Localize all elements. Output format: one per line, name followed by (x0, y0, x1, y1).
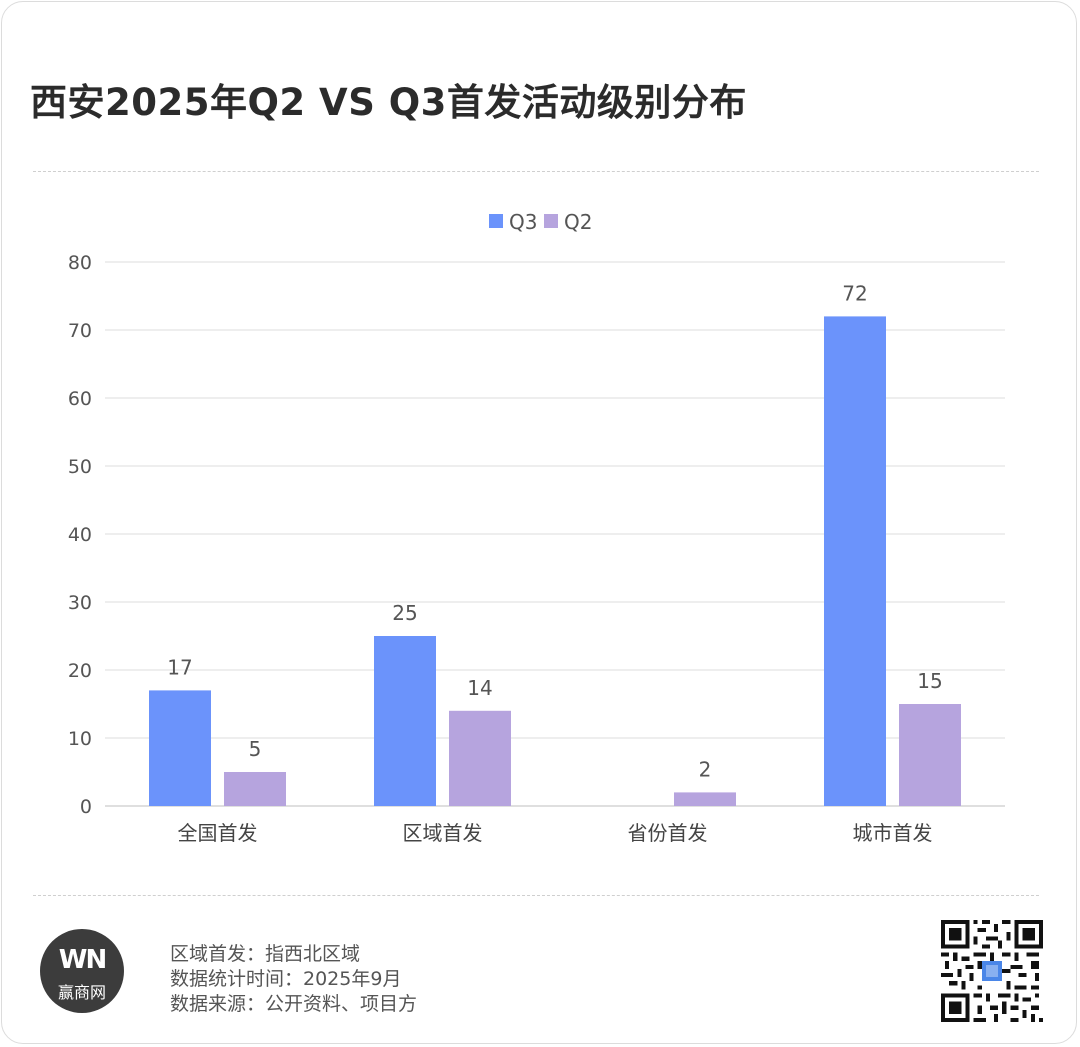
note-source: 数据来源：公开资料、项目方 (170, 993, 418, 1015)
data-label: 2 (699, 757, 712, 781)
data-label: 5 (249, 737, 262, 761)
bar (899, 704, 961, 806)
y-tick-label: 10 (68, 728, 92, 750)
top-divider (33, 171, 1039, 172)
y-tick-label: 80 (68, 252, 92, 274)
logo-mark: WN (58, 945, 107, 975)
data-label: 14 (467, 676, 492, 700)
brand-logo: WN 赢商网 (40, 929, 124, 1013)
legend-swatch (489, 214, 503, 228)
chart-title: 西安2025年Q2 VS Q3首发活动级别分布 (30, 81, 747, 124)
data-label: 72 (842, 281, 867, 305)
note-region: 区域首发：指西北区域 (170, 943, 361, 965)
x-tick-label: 区域首发 (403, 821, 483, 845)
y-tick-label: 70 (68, 320, 92, 342)
y-tick-label: 0 (80, 796, 92, 818)
y-tick-label: 60 (68, 388, 92, 410)
bar (149, 690, 211, 806)
bottom-divider (33, 895, 1039, 896)
logo-text: 赢商网 (57, 983, 106, 1002)
y-tick-label: 40 (68, 524, 92, 546)
x-tick-label: 省份首发 (628, 821, 708, 845)
qr-code-icon (941, 920, 1043, 1022)
bar (449, 710, 511, 806)
x-tick-label: 全国首发 (178, 821, 258, 845)
data-label: 17 (167, 655, 192, 679)
legend-label: Q2 (564, 210, 592, 234)
footer-notes: 区域首发：指西北区域 数据统计时间：2025年9月 数据来源：公开资料、项目方 (170, 942, 417, 1017)
bar (824, 316, 886, 806)
legend-swatch (544, 214, 558, 228)
y-tick-label: 20 (68, 660, 92, 682)
note-date: 数据统计时间：2025年9月 (170, 968, 402, 990)
bar (224, 772, 286, 806)
bar (674, 792, 736, 806)
data-label: 25 (392, 601, 417, 625)
x-tick-label: 城市首发 (853, 821, 933, 845)
legend-label: Q3 (509, 210, 537, 234)
y-tick-label: 30 (68, 592, 92, 614)
bar (374, 636, 436, 806)
data-label: 15 (917, 669, 942, 693)
y-tick-label: 50 (68, 456, 92, 478)
bar-chart: 0 10 20 30 40 50 60 70 80 17 5 全国首发 25 14 区域首发 2 省份首发 72… (68, 210, 1005, 845)
